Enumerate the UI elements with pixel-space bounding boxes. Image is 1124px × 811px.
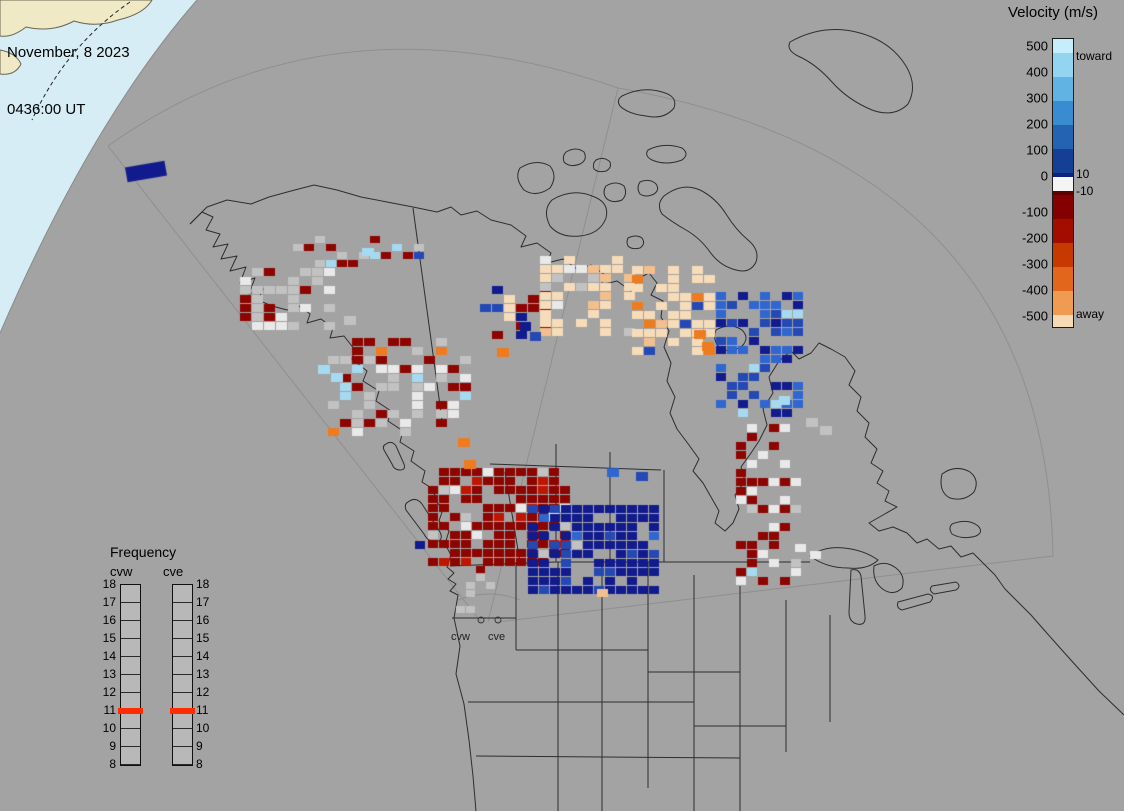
greenland-coast <box>788 29 913 114</box>
velocity-plus10-label: 10 <box>1076 167 1090 181</box>
frequency-bar-cve <box>170 584 195 766</box>
velocity-legend-title: Velocity (m/s) <box>1008 4 1099 21</box>
velocity-tick-label: -200 <box>1021 230 1048 246</box>
frequency-tick-label: 15 <box>196 631 210 645</box>
frequency-tick-label: 11 <box>196 703 209 717</box>
velocity-colorbar-segment <box>1053 291 1073 315</box>
frequency-legend: Frequency cvw cve 18 18 17 17 16 16 15 15 14 14 13… <box>84 542 224 782</box>
frequency-bar-segment <box>121 639 140 657</box>
frequency-tick-label: 16 <box>102 613 116 627</box>
frequency-tick-label: 17 <box>102 595 116 609</box>
frequency-bar-segment <box>173 621 192 639</box>
frequency-bar-segment <box>121 621 140 639</box>
velocity-tick-label: -500 <box>1021 308 1048 324</box>
velocity-tick-label: 100 <box>1026 142 1048 158</box>
frequency-highlight-band <box>170 708 195 714</box>
velocity-colorbar-segment <box>1053 243 1073 267</box>
velocity-legend: Velocity (m/s) 500 400 300 200 100 0 -100 -200 -… <box>1000 2 1124 342</box>
velocity-colorbar-segment <box>1053 267 1073 291</box>
map-site-label-cve: cve <box>488 631 506 643</box>
frequency-bar-segment <box>173 711 192 729</box>
frequency-tick-label: 18 <box>102 577 116 591</box>
velocity-colorbar-segment <box>1053 315 1073 327</box>
frequency-bar-segment <box>121 675 140 693</box>
frequency-bar-segment <box>121 657 140 675</box>
frequency-col-cvw-label: cvw <box>110 564 133 579</box>
velocity-colorbar-segment <box>1053 191 1073 195</box>
west-coast <box>189 211 477 811</box>
frequency-tick-label: 16 <box>196 613 210 627</box>
frequency-tick-label: 14 <box>102 649 116 663</box>
frequency-bar-segment <box>121 585 140 603</box>
islands <box>382 29 982 543</box>
frequency-tick-label: 12 <box>196 685 210 699</box>
frequency-bar-segment <box>121 711 140 729</box>
frequency-bar-cvw <box>118 584 143 766</box>
frequency-legend-title: Frequency <box>110 544 177 560</box>
velocity-tick-label: 300 <box>1026 90 1048 106</box>
frequency-bar-segment <box>173 675 192 693</box>
velocity-colorbar-segment <box>1053 177 1073 191</box>
velocity-tick-label: -400 <box>1021 282 1048 298</box>
velocity-tick-label: 400 <box>1026 64 1048 80</box>
frequency-bar-segment <box>173 639 192 657</box>
velocity-colorbar-segment <box>1053 101 1073 125</box>
velocity-toward-label: toward <box>1076 49 1113 63</box>
velocity-colorbar <box>1052 38 1074 328</box>
velocity-colorbar-segment <box>1053 125 1073 149</box>
frequency-tick-label: 9 <box>196 739 203 753</box>
velocity-tick-label: -300 <box>1021 256 1048 272</box>
frequency-tick-label: 11 <box>103 703 116 717</box>
velocity-away-label: away <box>1076 307 1105 321</box>
coastlines <box>189 184 1124 811</box>
velocity-tick-label: -100 <box>1021 204 1048 220</box>
frequency-bar-segment <box>121 729 140 747</box>
frequency-tick-label: 17 <box>196 595 210 609</box>
velocity-colorbar-segment <box>1053 195 1073 219</box>
frequency-tick-label: 18 <box>196 577 210 591</box>
frequency-bar-segment <box>173 603 192 621</box>
timestamp-time: 0436:00 UT <box>7 101 86 118</box>
velocity-colorbar-segment <box>1053 77 1073 101</box>
velocity-colorbar-segment <box>1053 219 1073 243</box>
state-borders <box>412 207 831 811</box>
frequency-bar-segment <box>121 603 140 621</box>
frequency-tick-label: 14 <box>196 649 210 663</box>
frequency-tick-label: 12 <box>102 685 116 699</box>
velocity-tick-label: 500 <box>1026 38 1048 54</box>
velocity-colorbar-segment <box>1053 53 1073 77</box>
arctic-and-east-coast <box>189 184 1124 716</box>
frequency-tick-label: 8 <box>109 757 116 771</box>
frequency-bar-segment <box>173 747 192 765</box>
velocity-minus10-label: -10 <box>1076 184 1094 198</box>
frequency-tick-label: 15 <box>102 631 116 645</box>
velocity-tick-label: 0 <box>1040 168 1048 184</box>
frequency-bar-segment <box>121 747 140 765</box>
frequency-bar-segment <box>173 729 192 747</box>
velocity-colorbar-segment <box>1053 39 1073 53</box>
fov-boundary-lines <box>107 48 1054 623</box>
frequency-tick-label: 13 <box>196 667 210 681</box>
frequency-col-cve-label: cve <box>163 564 184 579</box>
velocity-tick-label: 200 <box>1026 116 1048 132</box>
frequency-tick-label: 10 <box>102 721 116 735</box>
frequency-bar-segment <box>173 585 192 603</box>
velocity-colorbar-segment <box>1053 173 1073 177</box>
frequency-highlight-band <box>118 708 143 714</box>
great-lakes <box>809 547 960 625</box>
timestamp: November, 8 2023 0436:00 UT <box>7 5 130 157</box>
frequency-bar-segment <box>173 657 192 675</box>
frequency-tick-label: 10 <box>196 721 210 735</box>
velocity-colorbar-segment <box>1053 149 1073 173</box>
frequency-tick-label: 8 <box>196 757 203 771</box>
frequency-tick-label: 9 <box>109 739 116 753</box>
frequency-tick-label: 13 <box>102 667 116 681</box>
timestamp-date: November, 8 2023 <box>7 44 130 61</box>
map-site-label-cvw: cvw <box>451 631 470 643</box>
